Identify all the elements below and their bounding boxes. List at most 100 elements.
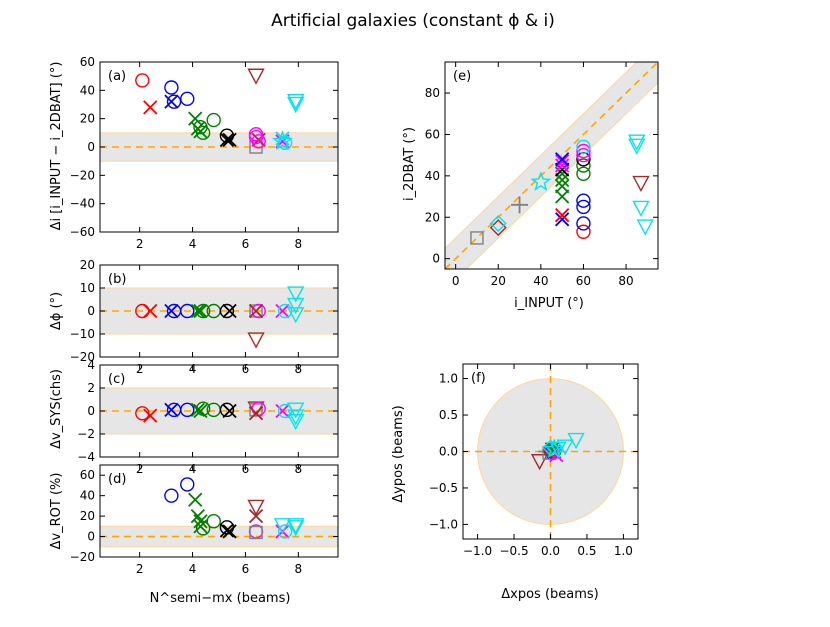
y-tick-label: 0 xyxy=(432,252,440,266)
data-point xyxy=(222,132,237,148)
data-point xyxy=(164,303,179,319)
data-point xyxy=(219,402,235,418)
data-point xyxy=(251,134,266,149)
data-point xyxy=(287,94,305,111)
data-point xyxy=(271,130,293,151)
data-point xyxy=(567,432,585,450)
x-tick-label: 80 xyxy=(618,274,633,288)
data-point xyxy=(166,94,182,109)
data-point xyxy=(287,414,305,431)
y-tick-label: 80 xyxy=(425,86,440,100)
data-point xyxy=(195,125,211,141)
data-point xyxy=(248,508,264,524)
data-point xyxy=(576,166,591,181)
data-point xyxy=(247,332,265,349)
panel-c-plot-area xyxy=(100,387,338,435)
x-tick-label: 40 xyxy=(533,274,548,288)
panel-a-plot-area xyxy=(100,68,338,162)
y-tick-label: −2 xyxy=(77,427,95,441)
y-tick-label: 40 xyxy=(80,83,95,97)
y-tick-label: 4 xyxy=(87,358,95,372)
data-point xyxy=(555,208,570,223)
x-tick-label: 20 xyxy=(491,274,506,288)
data-point xyxy=(287,286,305,303)
x-tick-label: 4 xyxy=(189,237,197,251)
data-point xyxy=(249,403,263,417)
data-point xyxy=(143,408,158,423)
y-tick-label: −1.0 xyxy=(429,517,458,531)
panel-e-frame xyxy=(444,61,659,270)
panel-d-xlabel: N^semi−mx (beams) xyxy=(150,591,291,606)
panel-d-frame xyxy=(99,464,339,558)
data-point xyxy=(143,303,158,319)
x-tick-label: 8 xyxy=(295,237,303,251)
figure-title: Artificial galaxies (constant ϕ & i) xyxy=(271,11,555,31)
x-tick-label: −0.5 xyxy=(499,544,528,558)
data-point xyxy=(190,402,205,417)
data-point xyxy=(632,175,650,193)
one-to-one-line xyxy=(445,62,658,269)
data-point xyxy=(248,303,264,319)
panel-d: 2 4 6 8 −20 0 20 40 60 (d) xyxy=(70,464,339,576)
data-point xyxy=(195,521,211,536)
panel-label: (f) xyxy=(471,371,486,386)
y-tick-label: −20 xyxy=(70,350,95,364)
data-point xyxy=(277,524,293,539)
panel-label: (a) xyxy=(108,69,126,84)
data-point xyxy=(164,402,179,417)
data-point xyxy=(576,143,591,159)
y-tick-label: 0.5 xyxy=(439,408,458,422)
data-point xyxy=(556,439,574,456)
y-tick-label: −20 xyxy=(70,550,95,564)
data-point xyxy=(287,409,305,426)
y-tick-label: 0 xyxy=(87,304,95,318)
data-point xyxy=(206,112,221,128)
data-point xyxy=(247,68,265,85)
data-point xyxy=(576,139,591,155)
data-point xyxy=(164,94,179,109)
data-point xyxy=(576,193,591,208)
y-tick-label: 60 xyxy=(80,468,95,482)
y-tick-label: 0 xyxy=(87,530,95,544)
panel-label: (b) xyxy=(108,272,126,287)
data-point xyxy=(195,303,211,319)
y-tick-label: −40 xyxy=(70,197,95,211)
y-tick-label: −0.5 xyxy=(429,481,458,495)
data-point xyxy=(576,199,591,215)
data-point xyxy=(248,127,264,142)
x-tick-label: 0 xyxy=(452,274,460,288)
data-point xyxy=(511,196,529,214)
panel-a-ylabel: Δi [i_INPUT − i_2DBAT] (°) xyxy=(49,62,64,231)
tolerance-band xyxy=(100,132,338,162)
y-tick-label: −10 xyxy=(70,327,95,341)
panel-f-ylabel: Δypos (beams) xyxy=(391,405,406,503)
panel-b-plot-area xyxy=(100,286,338,349)
data-point xyxy=(249,525,263,540)
data-point xyxy=(164,488,179,503)
x-tick-label: 0.5 xyxy=(577,544,596,558)
data-point xyxy=(219,132,235,148)
data-point xyxy=(180,303,195,319)
data-point xyxy=(188,492,203,507)
panel-label: (d) xyxy=(108,472,126,487)
data-point xyxy=(287,307,305,324)
y-tick-label: 60 xyxy=(80,55,95,69)
data-point xyxy=(248,406,264,421)
x-tick-label: 4 xyxy=(189,562,197,576)
data-point xyxy=(555,179,570,194)
data-point xyxy=(549,441,567,458)
data-point xyxy=(219,303,235,319)
data-point xyxy=(555,158,570,173)
data-point xyxy=(576,147,591,163)
data-point xyxy=(195,401,211,416)
x-tick-label: 60 xyxy=(576,274,591,288)
data-point xyxy=(277,303,293,319)
y-tick-label: 1.0 xyxy=(439,372,458,386)
panel-e-xlabel: i_INPUT (°) xyxy=(514,296,584,311)
data-point xyxy=(193,514,208,529)
x-tick-label: 6 xyxy=(242,562,250,576)
y-tick-label: 2 xyxy=(87,381,95,395)
